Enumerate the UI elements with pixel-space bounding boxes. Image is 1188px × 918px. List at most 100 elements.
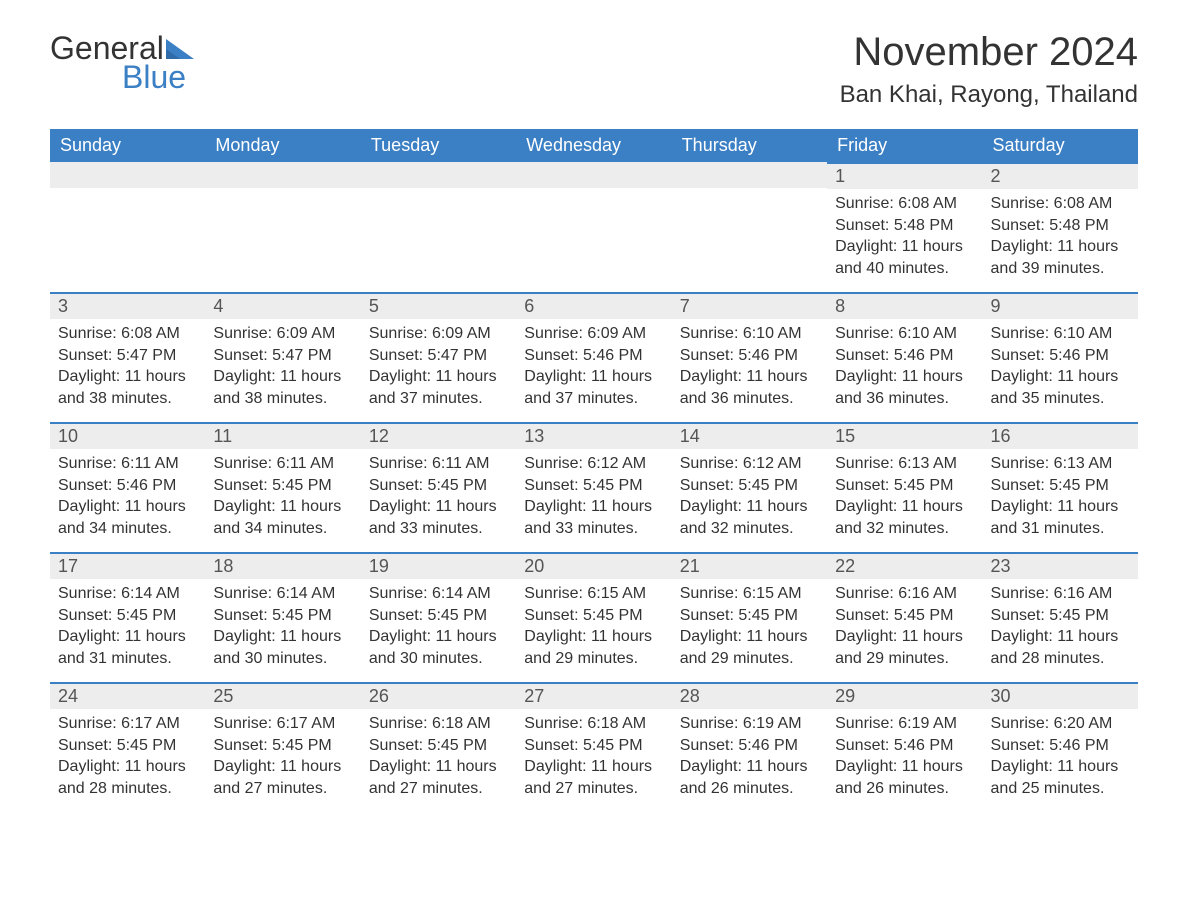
day-number: 14 xyxy=(672,422,827,449)
calendar-cell: 6Sunrise: 6:09 AMSunset: 5:46 PMDaylight… xyxy=(516,292,671,422)
day-number: 11 xyxy=(205,422,360,449)
day-content: Sunrise: 6:09 AMSunset: 5:46 PMDaylight:… xyxy=(516,319,671,417)
sunset-text: Sunset: 5:46 PM xyxy=(680,735,819,757)
title-block: November 2024 Ban Khai, Rayong, Thailand xyxy=(840,30,1138,109)
sunrise-text: Sunrise: 6:09 AM xyxy=(369,323,508,345)
day-content: Sunrise: 6:19 AMSunset: 5:46 PMDaylight:… xyxy=(672,709,827,807)
sunset-text: Sunset: 5:45 PM xyxy=(680,605,819,627)
daylight-text: Daylight: 11 hours and 37 minutes. xyxy=(369,366,508,409)
day-number: 21 xyxy=(672,552,827,579)
header-monday: Monday xyxy=(205,129,360,162)
day-number: 12 xyxy=(361,422,516,449)
calendar-cell: 14Sunrise: 6:12 AMSunset: 5:45 PMDayligh… xyxy=(672,422,827,552)
day-number: 9 xyxy=(983,292,1138,319)
day-number: 25 xyxy=(205,682,360,709)
calendar-cell: 15Sunrise: 6:13 AMSunset: 5:45 PMDayligh… xyxy=(827,422,982,552)
daylight-text: Daylight: 11 hours and 34 minutes. xyxy=(213,496,352,539)
sunrise-text: Sunrise: 6:10 AM xyxy=(835,323,974,345)
sunrise-text: Sunrise: 6:15 AM xyxy=(524,583,663,605)
day-content: Sunrise: 6:14 AMSunset: 5:45 PMDaylight:… xyxy=(50,579,205,677)
calendar-cell: 22Sunrise: 6:16 AMSunset: 5:45 PMDayligh… xyxy=(827,552,982,682)
day-number: 13 xyxy=(516,422,671,449)
page-header: General Blue November 2024 Ban Khai, Ray… xyxy=(50,30,1138,109)
day-content: Sunrise: 6:19 AMSunset: 5:46 PMDaylight:… xyxy=(827,709,982,807)
sunrise-text: Sunrise: 6:14 AM xyxy=(58,583,197,605)
daylight-text: Daylight: 11 hours and 27 minutes. xyxy=(213,756,352,799)
sunrise-text: Sunrise: 6:14 AM xyxy=(213,583,352,605)
calendar-cell xyxy=(50,162,205,292)
sunrise-text: Sunrise: 6:08 AM xyxy=(58,323,197,345)
calendar-cell: 17Sunrise: 6:14 AMSunset: 5:45 PMDayligh… xyxy=(50,552,205,682)
day-content: Sunrise: 6:18 AMSunset: 5:45 PMDaylight:… xyxy=(361,709,516,807)
day-number: 2 xyxy=(983,162,1138,189)
sunset-text: Sunset: 5:45 PM xyxy=(369,735,508,757)
sunrise-text: Sunrise: 6:18 AM xyxy=(524,713,663,735)
calendar-cell: 8Sunrise: 6:10 AMSunset: 5:46 PMDaylight… xyxy=(827,292,982,422)
daylight-text: Daylight: 11 hours and 27 minutes. xyxy=(369,756,508,799)
calendar-week-row: 10Sunrise: 6:11 AMSunset: 5:46 PMDayligh… xyxy=(50,422,1138,552)
month-title: November 2024 xyxy=(840,30,1138,75)
sunset-text: Sunset: 5:45 PM xyxy=(213,605,352,627)
daylight-text: Daylight: 11 hours and 31 minutes. xyxy=(991,496,1130,539)
calendar-week-row: 1Sunrise: 6:08 AMSunset: 5:48 PMDaylight… xyxy=(50,162,1138,292)
calendar-cell: 7Sunrise: 6:10 AMSunset: 5:46 PMDaylight… xyxy=(672,292,827,422)
sunrise-text: Sunrise: 6:11 AM xyxy=(58,453,197,475)
day-content: Sunrise: 6:08 AMSunset: 5:48 PMDaylight:… xyxy=(827,189,982,287)
day-number: 1 xyxy=(827,162,982,189)
day-content: Sunrise: 6:16 AMSunset: 5:45 PMDaylight:… xyxy=(827,579,982,677)
sunset-text: Sunset: 5:46 PM xyxy=(835,735,974,757)
day-number: 20 xyxy=(516,552,671,579)
day-number: 27 xyxy=(516,682,671,709)
daylight-text: Daylight: 11 hours and 25 minutes. xyxy=(991,756,1130,799)
day-number-empty xyxy=(672,162,827,188)
daylight-text: Daylight: 11 hours and 38 minutes. xyxy=(213,366,352,409)
daylight-text: Daylight: 11 hours and 38 minutes. xyxy=(58,366,197,409)
sunset-text: Sunset: 5:48 PM xyxy=(991,215,1130,237)
sunrise-text: Sunrise: 6:19 AM xyxy=(680,713,819,735)
calendar-cell xyxy=(205,162,360,292)
sunrise-text: Sunrise: 6:10 AM xyxy=(680,323,819,345)
calendar-cell: 9Sunrise: 6:10 AMSunset: 5:46 PMDaylight… xyxy=(983,292,1138,422)
sunrise-text: Sunrise: 6:10 AM xyxy=(991,323,1130,345)
day-content: Sunrise: 6:17 AMSunset: 5:45 PMDaylight:… xyxy=(205,709,360,807)
sunrise-text: Sunrise: 6:11 AM xyxy=(213,453,352,475)
calendar-cell xyxy=(361,162,516,292)
calendar-cell: 24Sunrise: 6:17 AMSunset: 5:45 PMDayligh… xyxy=(50,682,205,812)
sunrise-text: Sunrise: 6:17 AM xyxy=(58,713,197,735)
calendar-cell: 13Sunrise: 6:12 AMSunset: 5:45 PMDayligh… xyxy=(516,422,671,552)
daylight-text: Daylight: 11 hours and 37 minutes. xyxy=(524,366,663,409)
sunrise-text: Sunrise: 6:09 AM xyxy=(213,323,352,345)
sunrise-text: Sunrise: 6:16 AM xyxy=(991,583,1130,605)
sunset-text: Sunset: 5:45 PM xyxy=(58,735,197,757)
sunrise-text: Sunrise: 6:13 AM xyxy=(835,453,974,475)
sunset-text: Sunset: 5:46 PM xyxy=(680,345,819,367)
calendar-cell: 3Sunrise: 6:08 AMSunset: 5:47 PMDaylight… xyxy=(50,292,205,422)
calendar-week-row: 3Sunrise: 6:08 AMSunset: 5:47 PMDaylight… xyxy=(50,292,1138,422)
day-content: Sunrise: 6:13 AMSunset: 5:45 PMDaylight:… xyxy=(983,449,1138,547)
sunset-text: Sunset: 5:45 PM xyxy=(369,475,508,497)
sunrise-text: Sunrise: 6:20 AM xyxy=(991,713,1130,735)
day-number: 15 xyxy=(827,422,982,449)
daylight-text: Daylight: 11 hours and 26 minutes. xyxy=(835,756,974,799)
header-thursday: Thursday xyxy=(672,129,827,162)
sunrise-text: Sunrise: 6:13 AM xyxy=(991,453,1130,475)
daylight-text: Daylight: 11 hours and 32 minutes. xyxy=(835,496,974,539)
day-header-row: Sunday Monday Tuesday Wednesday Thursday… xyxy=(50,129,1138,162)
calendar-cell: 2Sunrise: 6:08 AMSunset: 5:48 PMDaylight… xyxy=(983,162,1138,292)
calendar-cell xyxy=(516,162,671,292)
calendar-week-row: 17Sunrise: 6:14 AMSunset: 5:45 PMDayligh… xyxy=(50,552,1138,682)
sunrise-text: Sunrise: 6:12 AM xyxy=(524,453,663,475)
day-number: 5 xyxy=(361,292,516,319)
day-content: Sunrise: 6:11 AMSunset: 5:45 PMDaylight:… xyxy=(205,449,360,547)
sunrise-text: Sunrise: 6:17 AM xyxy=(213,713,352,735)
day-number: 24 xyxy=(50,682,205,709)
day-number-empty xyxy=(361,162,516,188)
daylight-text: Daylight: 11 hours and 39 minutes. xyxy=(991,236,1130,279)
day-number: 16 xyxy=(983,422,1138,449)
day-number: 23 xyxy=(983,552,1138,579)
calendar-cell xyxy=(672,162,827,292)
calendar-cell: 18Sunrise: 6:14 AMSunset: 5:45 PMDayligh… xyxy=(205,552,360,682)
logo-text-blue: Blue xyxy=(122,59,186,96)
sunset-text: Sunset: 5:47 PM xyxy=(213,345,352,367)
sunset-text: Sunset: 5:45 PM xyxy=(369,605,508,627)
